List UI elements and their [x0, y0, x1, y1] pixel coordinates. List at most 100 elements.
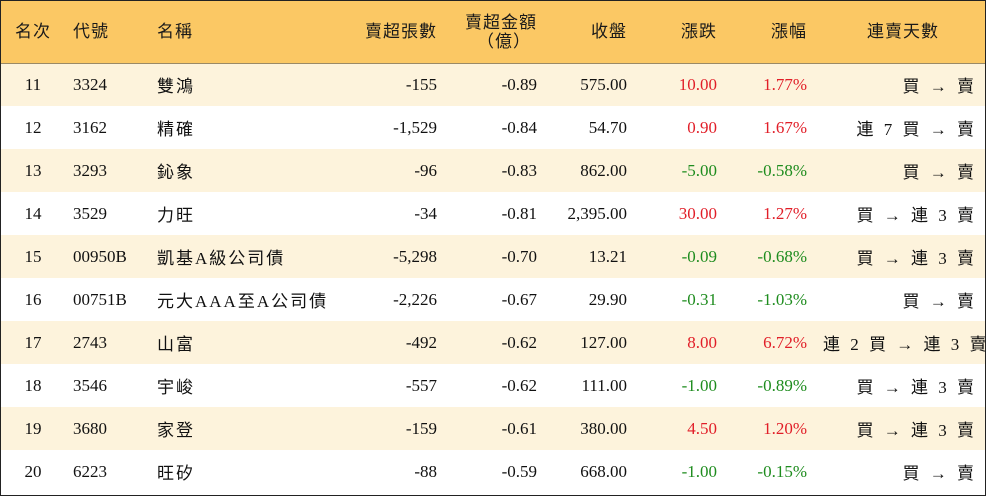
- cell-sell-amount: -0.70: [501, 246, 537, 266]
- cell-pct: 1.67%: [763, 117, 807, 137]
- cell-sell-shares: -492: [405, 332, 437, 352]
- cell-sell-amount: -0.89: [501, 74, 537, 94]
- header-sell-amount-line2: （億）: [477, 31, 531, 51]
- cell-rank: 20: [24, 461, 42, 481]
- table-row: 17 2743 山富 -492 -0.62 127.00 8.00 6.72% 連 2 買 → …: [1, 321, 986, 364]
- cell-change: -0.31: [681, 289, 717, 309]
- cell-name: 家登: [157, 421, 195, 440]
- table-row: 15 00950B 凱基A級公司債 -5,298 -0.70 13.21 -0.09 -0.6…: [1, 235, 985, 278]
- cell-sell-amount: -0.81: [501, 203, 537, 223]
- cell-streak: 買 → 連 3 賣: [856, 206, 977, 225]
- cell-pct: 6.72%: [763, 332, 807, 352]
- cell-sell-shares: -159: [405, 418, 437, 438]
- cell-pct: -0.68%: [757, 246, 807, 266]
- cell-code: 00950B: [73, 246, 127, 266]
- cell-code: 3546: [73, 375, 107, 395]
- cell-code: 3293: [73, 160, 107, 180]
- table-row: 13 3293 鈊象 -96 -0.83 862.00 -5.00 -0.58% 買 → 賣: [1, 149, 985, 192]
- table-row: 20 6223 旺矽 -88 -0.59 668.00 -1.00 -0.15% 買 → 賣: [1, 450, 985, 493]
- cell-sell-amount: -0.61: [501, 418, 537, 438]
- cell-change: -5.00: [681, 160, 717, 180]
- cell-close: 29.90: [588, 289, 627, 309]
- cell-sell-amount: -0.84: [501, 117, 537, 137]
- table-body: 11 3324 雙鴻 -155 -0.89 575.00 10.00 1.77% 買 → 賣 12…: [1, 63, 986, 493]
- cell-code: 3324: [73, 74, 107, 94]
- cell-close: 862.00: [580, 160, 627, 180]
- cell-change: 0.90: [687, 117, 717, 137]
- cell-pct: 1.27%: [763, 203, 807, 223]
- header-sell-amount-line1: 賣超金額: [465, 12, 537, 32]
- cell-rank: 18: [24, 375, 42, 395]
- cell-sell-shares: -96: [414, 160, 437, 180]
- table-row: 12 3162 精確 -1,529 -0.84 54.70 0.90 1.67% 連 7 買 →…: [1, 106, 985, 149]
- cell-close: 111.00: [581, 375, 628, 395]
- cell-name: 鈊象: [157, 163, 195, 182]
- header-name: 名稱: [145, 1, 335, 64]
- header-sell-amount: 賣超金額 （億）: [445, 1, 545, 64]
- cell-sell-amount: -0.62: [501, 332, 537, 352]
- cell-rank: 13: [24, 160, 42, 180]
- cell-pct: -0.58%: [757, 160, 807, 180]
- cell-change: -0.09: [681, 246, 717, 266]
- cell-streak: 買 → 連 3 賣: [856, 421, 977, 440]
- header-code: 代號: [65, 1, 145, 64]
- header-change: 漲跌: [635, 1, 725, 64]
- header-streak: 連賣天數: [815, 1, 985, 64]
- cell-streak: 買 → 賣: [902, 163, 977, 182]
- cell-code: 6223: [73, 461, 107, 481]
- cell-sell-shares: -34: [414, 203, 437, 223]
- cell-rank: 19: [24, 418, 42, 438]
- cell-close: 575.00: [580, 74, 627, 94]
- cell-name: 元大AAA至A公司債: [157, 292, 329, 311]
- cell-change: 4.50: [687, 418, 717, 438]
- cell-close: 54.70: [588, 117, 627, 137]
- cell-streak: 買 → 賣: [902, 77, 977, 97]
- cell-pct: -1.03%: [757, 289, 807, 309]
- cell-streak: 連 7 買 → 賣: [856, 120, 977, 139]
- cell-name: 山富: [157, 335, 195, 354]
- table-row: 16 00751B 元大AAA至A公司債 -2,226 -0.67 29.90 -0.31 -…: [1, 278, 985, 321]
- cell-close: 668.00: [580, 461, 627, 481]
- cell-pct: -0.15%: [757, 461, 807, 481]
- cell-change: 8.00: [687, 332, 717, 352]
- cell-change: 10.00: [678, 74, 717, 94]
- cell-streak: 買 → 連 3 賣: [856, 378, 977, 397]
- cell-sell-shares: -557: [405, 375, 437, 395]
- cell-close: 13.21: [588, 246, 627, 266]
- cell-sell-shares: -1,529: [393, 117, 437, 137]
- cell-code: 2743: [73, 332, 107, 352]
- cell-pct: 1.77%: [763, 74, 807, 94]
- cell-close: 127.00: [580, 332, 627, 352]
- cell-rank: 16: [24, 289, 42, 309]
- table-row: 11 3324 雙鴻 -155 -0.89 575.00 10.00 1.77% 買 → 賣: [1, 63, 985, 106]
- cell-sell-shares: -2,226: [393, 289, 437, 309]
- table-row: 19 3680 家登 -159 -0.61 380.00 4.50 1.20% 買 → 連 3 …: [1, 407, 985, 450]
- header-rank: 名次: [1, 1, 65, 64]
- cell-pct: 1.20%: [763, 418, 807, 438]
- cell-close: 2,395.00: [567, 203, 628, 223]
- table-header-row: 名次 代號 名稱 賣超張數 賣超金額 （億） 收盤 漲跌 漲幅 連賣天數: [1, 1, 985, 64]
- cell-sell-amount: -0.83: [501, 160, 537, 180]
- table-row: 18 3546 宇峻 -557 -0.62 111.00 -1.00 -0.89% 買 → 連 …: [1, 364, 985, 407]
- cell-code: 3680: [73, 418, 107, 438]
- cell-name: 宇峻: [157, 378, 195, 397]
- cell-name: 力旺: [157, 206, 195, 225]
- header-sell-shares: 賣超張數: [335, 1, 445, 64]
- cell-streak: 買 → 賣: [902, 464, 977, 483]
- cell-sell-shares: -88: [414, 461, 437, 481]
- cell-streak: 買 → 連 3 賣: [856, 249, 977, 268]
- cell-code: 3529: [73, 203, 107, 223]
- cell-streak: 連 2 買 → 連 3 賣: [823, 335, 986, 354]
- cell-name: 旺矽: [157, 464, 195, 483]
- cell-code: 3162: [73, 117, 107, 137]
- cell-change: -1.00: [681, 375, 717, 395]
- cell-change: -1.00: [681, 461, 717, 481]
- cell-streak: 買 → 賣: [902, 292, 977, 311]
- cell-change: 30.00: [678, 203, 717, 223]
- cell-sell-amount: -0.67: [501, 289, 537, 309]
- cell-sell-amount: -0.62: [501, 375, 537, 395]
- cell-sell-amount: -0.59: [501, 461, 537, 481]
- cell-name: 雙鴻: [157, 77, 195, 97]
